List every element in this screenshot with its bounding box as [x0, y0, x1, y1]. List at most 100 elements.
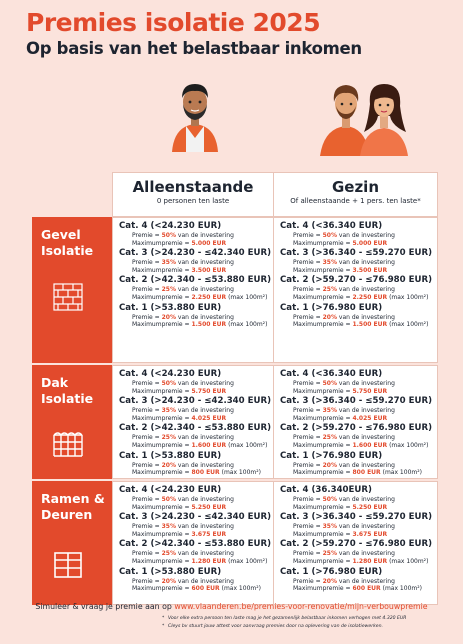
premie-line: Premie = 35% van de investering: [293, 259, 395, 267]
single-cell: Cat. 4 (<24.230 EUR) Premie = 50% van de …: [112, 481, 274, 605]
category-title: Cat. 3 (>24.230 - ≤42.340 EUR): [119, 396, 272, 407]
premium-link[interactable]: www.vlaanderen.be/premies-voor-renovatie…: [174, 602, 428, 611]
category-block: Cat. 2 (>42.340 - ≤53.880 EUR) Premie = 2…: [119, 275, 273, 301]
family-title: Gezin: [331, 178, 380, 196]
table-header: Alleenstaande 0 personen ten laste Gezin…: [112, 172, 438, 217]
category-block: Cat. 4 (36.340EUR) Premie = 50% van de in…: [280, 485, 437, 511]
max-line: Maximumpremie = 2.250 EUR (max 100m²): [132, 293, 268, 301]
category-block: Cat. 2 (>59.270 - ≤76.980 EUR) Premie = 2…: [280, 423, 437, 449]
category-title: Cat. 3 (>24.230 - ≤42.340 EUR): [119, 512, 272, 523]
premie-line: Premie = 50% van de investering: [132, 380, 234, 387]
premie-line: Premie = 25% van de investering: [132, 550, 234, 558]
max-line: Maximumpremie = 1.600 EUR (max 100m²): [293, 441, 429, 449]
category-block: Cat. 4 (<24.230 EUR) Premie = 50% van de …: [119, 485, 273, 511]
premie-line: Premie = 50% van de investering: [293, 232, 395, 239]
max-line: Maximumpremie = 5.250 EUR: [132, 503, 227, 511]
premie-line: Premie = 35% van de investering: [132, 407, 234, 415]
section-label: Gevel Isolatie: [32, 217, 112, 363]
single-title: Alleenstaande: [132, 178, 254, 196]
premie-line: Premie = 25% van de investering: [132, 286, 234, 294]
category-title: Cat. 2 (>59.270 - ≤76.980 EUR): [280, 539, 433, 550]
category-title: Cat. 2 (>42.340 - ≤53.880 EUR): [119, 275, 272, 286]
max-line: Maximumpremie = 800 EUR (max 100m²): [132, 469, 261, 477]
max-line: Maximumpremie = 4.025 EUR: [132, 414, 227, 422]
max-line: Maximumpremie = 3.675 EUR: [132, 530, 227, 538]
premie-line: Premie = 50% van de investering: [293, 496, 395, 503]
premie-line: Premie = 35% van de investering: [293, 523, 395, 531]
premie-line: Premie = 25% van de investering: [132, 434, 234, 442]
category-title: Cat. 1 (>76.980 EUR): [280, 302, 383, 313]
max-line: Maximumpremie = 5.000 EUR: [132, 239, 227, 247]
premie-line: Premie = 20% van de investering: [293, 577, 395, 585]
family-subtitle: Of alleenstaande + 1 pers. ten laste*: [290, 197, 421, 205]
roof-tiles-icon: [53, 429, 83, 461]
category-title: Cat. 1 (>53.880 EUR): [119, 302, 222, 313]
single-cell: Cat. 4 (<24.230 EUR) Premie = 50% van de …: [112, 217, 274, 363]
max-line: Maximumpremie = 2.250 EUR (max 100m²): [293, 293, 429, 301]
brick-wall-icon: [53, 283, 83, 315]
category-title: Cat. 4 (<36.340 EUR): [280, 369, 383, 379]
couple-illustration: [320, 84, 408, 156]
premie-line: Premie = 20% van de investering: [132, 313, 234, 321]
max-line: Maximumpremie = 5.750 EUR: [132, 387, 227, 395]
family-cell: Cat. 4 (<36.340 EUR) Premie = 50% van de …: [274, 365, 438, 479]
single-cell: Cat. 4 (<24.230 EUR) Premie = 50% van de …: [112, 365, 274, 479]
premie-line: Premie = 20% van de investering: [132, 461, 234, 469]
max-line: Maximumpremie = 600 EUR (max 100m²): [132, 585, 261, 593]
max-line: Maximumpremie = 600 EUR (max 100m²): [293, 585, 422, 593]
category-block: Cat. 1 (>53.880 EUR) Premie = 20% van de …: [119, 567, 273, 593]
max-line: Maximumpremie = 3.675 EUR: [293, 530, 388, 538]
category-block: Cat. 4 (<36.340 EUR) Premie = 50% van de …: [280, 221, 437, 247]
category-block: Cat. 3 (>36.340 - ≤59.270 EUR) Premie = 3…: [280, 396, 437, 422]
family-column-header: Gezin Of alleenstaande + 1 pers. ten las…: [274, 172, 438, 217]
footer: Simuleer & vraag je premie aan op www.vl…: [0, 602, 463, 611]
category-title: Cat. 3 (>36.340 - ≤59.270 EUR): [280, 396, 433, 407]
category-block: Cat. 1 (>76.980 EUR) Premie = 20% van de …: [280, 303, 437, 329]
category-block: Cat. 1 (>76.980 EUR) Premie = 20% van de …: [280, 451, 437, 477]
footnote-2: * Cleys bv stuurt jouw attest voor aanvra…: [162, 624, 383, 629]
premie-line: Premie = 35% van de investering: [132, 259, 234, 267]
category-block: Cat. 3 (>24.230 - ≤42.340 EUR) Premie = 3…: [119, 396, 273, 422]
category-title: Cat. 2 (>42.340 - ≤53.880 EUR): [119, 423, 272, 434]
category-block: Cat. 4 (<36.340 EUR) Premie = 50% van de …: [280, 369, 437, 395]
category-block: Cat. 3 (>24.230 - ≤42.340 EUR) Premie = 3…: [119, 248, 273, 274]
category-block: Cat. 1 (>53.880 EUR) Premie = 20% van de …: [119, 451, 273, 477]
category-block: Cat. 4 (<24.230 EUR) Premie = 50% van de …: [119, 221, 273, 247]
max-line: Maximumpremie = 800 EUR (max 100m²): [293, 469, 422, 477]
category-block: Cat. 1 (>53.880 EUR) Premie = 20% van de …: [119, 303, 273, 329]
category-block: Cat. 4 (<24.230 EUR) Premie = 50% van de …: [119, 369, 273, 395]
category-title: Cat. 4 (36.340EUR): [280, 485, 372, 495]
category-block: Cat. 1 (>76.980 EUR) Premie = 20% van de …: [280, 567, 437, 593]
page-subtitle: Op basis van het belastbaar inkomen: [26, 39, 362, 58]
category-title: Cat. 2 (>59.270 - ≤76.980 EUR): [280, 275, 433, 286]
section-label: Ramen & Deuren: [32, 481, 112, 605]
premie-line: Premie = 50% van de investering: [132, 496, 234, 503]
category-title: Cat. 3 (>24.230 - ≤42.340 EUR): [119, 248, 272, 259]
premie-line: Premie = 20% van de investering: [132, 577, 234, 585]
footer-text: Simuleer & vraag je premie aan op: [35, 602, 172, 611]
category-block: Cat. 3 (>24.230 - ≤42.340 EUR) Premie = 3…: [119, 512, 273, 538]
premie-line: Premie = 25% van de investering: [293, 286, 395, 294]
max-line: Maximumpremie = 1.280 EUR (max 100m²): [293, 557, 429, 565]
premie-line: Premie = 35% van de investering: [293, 407, 395, 415]
category-title: Cat. 4 (<36.340 EUR): [280, 221, 383, 231]
premium-table: Alleenstaande 0 personen ten laste Gezin…: [32, 172, 438, 607]
category-title: Cat. 1 (>76.980 EUR): [280, 566, 383, 577]
category-title: Cat. 3 (>36.340 - ≤59.270 EUR): [280, 248, 433, 259]
max-line: Maximumpremie = 1.280 EUR (max 100m²): [132, 557, 268, 565]
max-line: Maximumpremie = 3.500 EUR: [293, 266, 388, 274]
category-title: Cat. 1 (>53.880 EUR): [119, 566, 222, 577]
max-line: Maximumpremie = 1.500 EUR (max 100m²): [293, 321, 429, 329]
max-line: Maximumpremie = 5.750 EUR: [293, 387, 388, 395]
category-title: Cat. 4 (<24.230 EUR): [119, 485, 222, 495]
category-title: Cat. 2 (>59.270 - ≤76.980 EUR): [280, 423, 433, 434]
single-column-header: Alleenstaande 0 personen ten laste: [112, 172, 274, 217]
category-block: Cat. 2 (>42.340 - ≤53.880 EUR) Premie = 2…: [119, 539, 273, 565]
category-block: Cat. 2 (>59.270 - ≤76.980 EUR) Premie = 2…: [280, 539, 437, 565]
category-title: Cat. 1 (>53.880 EUR): [119, 450, 222, 461]
max-line: Maximumpremie = 5.000 EUR: [293, 239, 388, 247]
page-title: Premies isolatie 2025: [26, 8, 321, 37]
footnote-1: * Voor elke extra persoon ten laste mag j…: [162, 616, 407, 621]
category-block: Cat. 3 (>36.340 - ≤59.270 EUR) Premie = 3…: [280, 248, 437, 274]
max-line: Maximumpremie = 3.500 EUR: [132, 266, 227, 274]
